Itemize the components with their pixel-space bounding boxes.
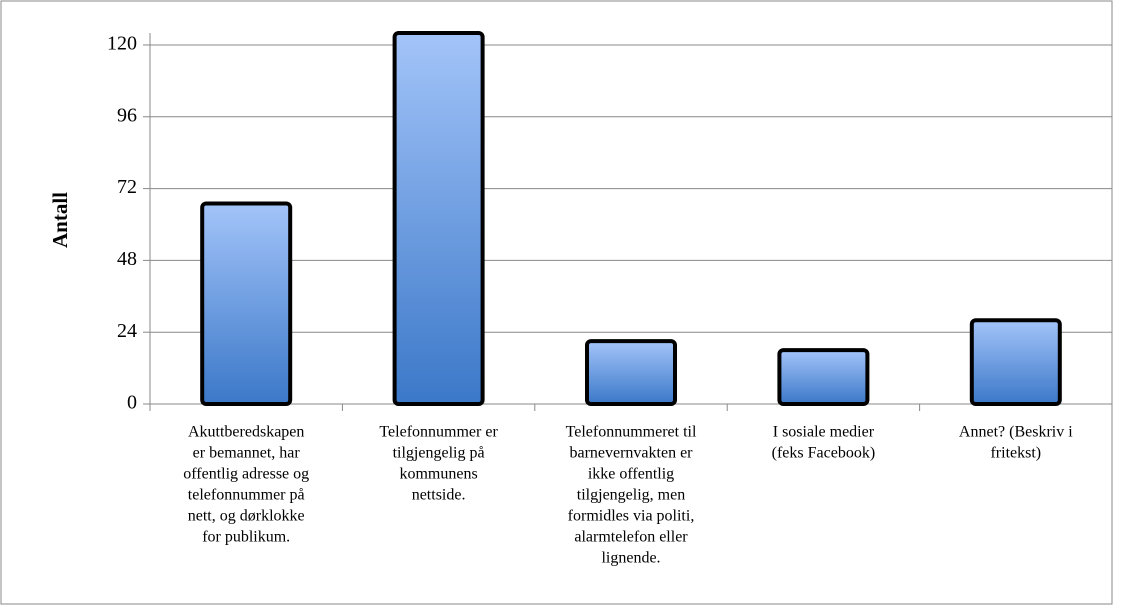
x-tick-label: ikke offentlig	[588, 466, 674, 483]
x-tick-label: I sosiale medier	[773, 424, 875, 441]
bar	[585, 339, 677, 406]
x-tick-label: fritekst)	[990, 445, 1041, 462]
x-tick-label: for publikum.	[202, 529, 290, 546]
x-tick-label: offentlig adresse og	[183, 466, 309, 483]
x-tick-label: er bemannet, har	[193, 445, 301, 462]
x-tick-label: alarmtelefon eller	[574, 529, 688, 546]
bar	[392, 31, 485, 406]
x-tick-label: nett, og dørklokke	[188, 508, 305, 525]
bar	[969, 318, 1062, 406]
x-tick-label: Annet? (Beskriv i	[959, 424, 1073, 441]
bar	[777, 348, 870, 407]
y-axis-label: Antall	[48, 192, 72, 248]
x-tick-label: barnevernvakten er	[569, 445, 693, 462]
y-tick-label: 120	[107, 33, 137, 55]
bar	[200, 201, 293, 406]
x-tick-label: formidles via politi,	[568, 508, 695, 525]
y-tick-label: 0	[127, 392, 137, 414]
x-tick-label: tilgjengelig på	[393, 445, 485, 462]
y-tick-label: 48	[117, 248, 137, 270]
x-tick-label: (feks Facebook)	[772, 445, 876, 462]
y-tick-label: 72	[117, 176, 137, 198]
x-tick-label: Akuttberedskapen	[188, 424, 304, 441]
x-tick-label: nettside.	[412, 487, 466, 504]
x-tick-label: tilgjengelig, men	[577, 487, 685, 504]
x-tick-label: lignende.	[601, 550, 660, 567]
y-tick-label: 24	[117, 320, 137, 342]
x-tick-label: Telefonnummeret til	[566, 424, 697, 441]
x-tick-label: Telefonnummer er	[379, 424, 498, 441]
x-tick-label: kommunens	[399, 466, 477, 483]
y-tick-label: 96	[117, 104, 137, 126]
x-tick-label: telefonnummer på	[188, 487, 305, 504]
